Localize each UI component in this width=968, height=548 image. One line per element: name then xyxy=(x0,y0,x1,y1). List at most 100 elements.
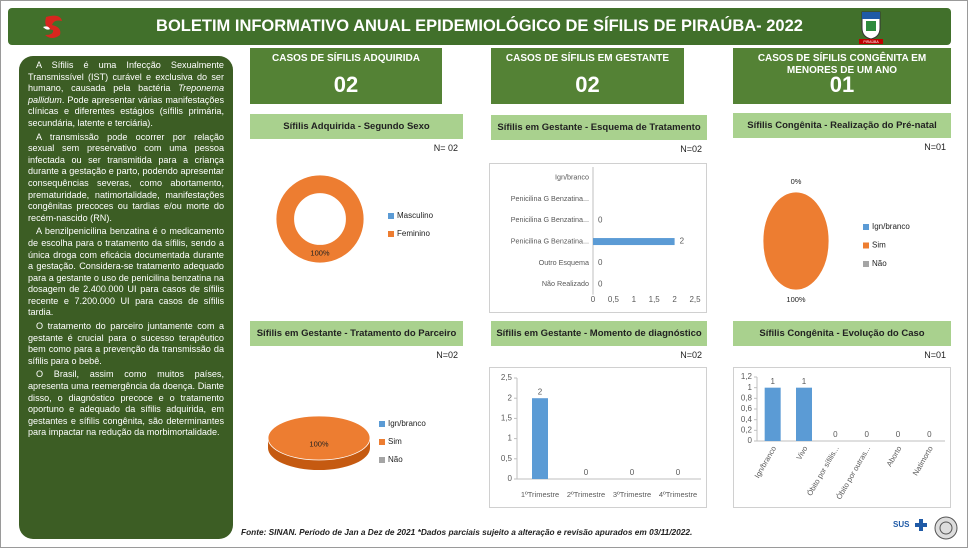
n-label: N=02 xyxy=(436,350,458,360)
value-label: 0 xyxy=(927,430,932,439)
y-tick-label: Penicilina G Benzatina... xyxy=(511,194,589,203)
legend-swatch xyxy=(388,231,394,237)
y-tick-label: Outro Esquema xyxy=(539,258,589,267)
kpi-card: CASOS DE SÍFILIS ADQUIRIDA 02 xyxy=(250,48,442,104)
legend-label: Feminino xyxy=(397,229,430,238)
header-title: BOLETIM INFORMATIVO ANUAL EPIDEMIOLÓGICO… xyxy=(156,17,803,35)
y-tick-label: 0,4 xyxy=(741,415,753,424)
intro-panel: A Sífilis é uma Infecção Sexualmente Tra… xyxy=(19,56,233,539)
bar xyxy=(532,398,548,479)
legend-label: Masculino xyxy=(397,211,434,220)
text: A Sífilis é uma Infecção Sexualmente Tra… xyxy=(28,60,224,94)
kpi-card: CASOS DE SÍFILIS CONGÊNITA EM MENORES DE… xyxy=(733,48,951,104)
pie-slice xyxy=(267,415,371,461)
y-tick-label: Ign/branco xyxy=(555,173,589,182)
legend-label: Ign/branco xyxy=(872,222,910,231)
y-tick-label: 2 xyxy=(508,393,513,402)
legend-label: Não xyxy=(388,455,403,464)
legend-swatch xyxy=(379,421,385,427)
y-tick-label: 0 xyxy=(508,474,513,483)
y-tick-label: 0 xyxy=(748,436,753,445)
n-label: N=02 xyxy=(680,144,702,154)
y-tick-label: 0,6 xyxy=(741,404,753,413)
x-tick-label: 1 xyxy=(632,295,637,304)
pie-slice xyxy=(275,174,365,264)
value-label: 100% xyxy=(309,440,329,449)
x-tick-label: 2,5 xyxy=(689,295,701,304)
x-tick-label: 1,5 xyxy=(649,295,661,304)
value-label: 1 xyxy=(770,377,775,386)
legend-label: Ign/branco xyxy=(388,419,426,428)
legend-swatch xyxy=(863,224,869,230)
text: . Pode apresentar várias manifestações c… xyxy=(28,94,224,128)
value-label: 0 xyxy=(833,430,838,439)
x-tick-label: 1ºTrimestre xyxy=(521,490,559,499)
x-tick-label: 3ºTrimestre xyxy=(613,490,651,499)
n-label: N=01 xyxy=(924,142,946,152)
y-tick-label: 0,5 xyxy=(501,454,513,463)
legend-swatch xyxy=(863,242,869,249)
chart: 0% 100% Ign/branco Sim Não xyxy=(762,177,910,304)
x-tick-label: 2 xyxy=(672,295,677,304)
value-label: 0 xyxy=(598,258,603,267)
chart-title: Sífilis em Gestante - Esquema de Tratame… xyxy=(491,115,707,140)
legend-swatch xyxy=(379,457,385,463)
chart-title: Sífilis Congênita - Evolução do Caso xyxy=(733,321,951,346)
header: BOLETIM INFORMATIVO ANUAL EPIDEMIOLÓGICO… xyxy=(8,8,951,45)
n-label: N= 02 xyxy=(433,143,458,153)
italic-text: Treponema pallidum xyxy=(28,83,224,105)
x-tick-label: 0,5 xyxy=(608,295,620,304)
kpi-card: CASOS DE SÍFILIS EM GESTANTE 02 xyxy=(491,48,684,104)
y-tick-label: 1 xyxy=(508,434,513,443)
n-label: N=01 xyxy=(924,350,946,360)
crest: PIRAÚBA xyxy=(859,11,883,44)
crest-label: PIRAÚBA xyxy=(863,40,879,44)
chart-title: Sífilis Adquirida - Segundo Sexo xyxy=(250,114,463,139)
legend-label: Sim xyxy=(388,437,402,446)
value-label: 2 xyxy=(680,237,685,246)
value-label: 0 xyxy=(676,468,681,477)
chart-title: Sífilis em Gestante - Momento de diagnós… xyxy=(491,321,707,346)
y-tick-label: Não Realizado xyxy=(542,279,589,288)
pie-side xyxy=(268,438,370,470)
value-label: 2 xyxy=(538,387,543,396)
logo-left xyxy=(43,15,62,38)
value-label: 0 xyxy=(864,430,869,439)
paragraph: O Brasil, assim como muitos países, apre… xyxy=(28,369,224,438)
legend-swatch xyxy=(379,439,385,445)
card-value: 02 xyxy=(333,72,359,97)
legend-swatch xyxy=(388,213,394,219)
value-label: 0 xyxy=(598,215,603,224)
value-label: 100% xyxy=(310,249,330,258)
y-tick-label: Penicilina G Benzatina... xyxy=(511,215,589,224)
value-label: 1 xyxy=(802,377,807,386)
y-tick-label: 0,2 xyxy=(741,425,753,434)
y-tick-label: 2,5 xyxy=(501,373,513,382)
sus-text: SUS xyxy=(893,520,910,529)
value-label: 0 xyxy=(630,468,635,477)
card-title: CASOS DE SÍFILIS EM GESTANTE xyxy=(505,53,670,64)
card-title: CASOS DE SÍFILIS CONGÊNITA EM MENORES DE… xyxy=(757,53,927,76)
n-label: N=02 xyxy=(680,350,702,360)
card-value: 02 xyxy=(575,72,600,97)
value-label: 0 xyxy=(598,279,603,288)
value-label: 0% xyxy=(791,177,802,186)
paragraph: A Sífilis é uma Infecção Sexualmente Tra… xyxy=(28,60,224,130)
sus-logo: SUS xyxy=(893,519,927,531)
chart: 100% Ign/branco Sim Não xyxy=(267,415,426,470)
bar xyxy=(593,238,675,246)
card-title: CASOS DE SÍFILIS ADQUIRIDA xyxy=(272,53,420,64)
x-tick-label: 4ºTrimestre xyxy=(659,490,697,499)
value-label: 100% xyxy=(786,295,806,304)
footer-source: Fonte: SINAN. Período de Jan a Dez de 20… xyxy=(241,527,693,537)
paragraph: O tratamento do parceiro juntamente com … xyxy=(28,321,224,366)
y-tick-label: Penicilina G Benzatina... xyxy=(511,236,589,245)
y-tick-label: 1 xyxy=(748,383,753,392)
chart: 0 0,5 1 1,5 2 2,5 1ºTrimestre 2 2ºTrimestre 0 3ºTr… xyxy=(489,367,707,508)
value-label: 0 xyxy=(584,468,589,477)
y-tick-label: 1,2 xyxy=(741,372,753,381)
paragraph: A transmissão pode ocorrer por relação s… xyxy=(28,131,224,223)
